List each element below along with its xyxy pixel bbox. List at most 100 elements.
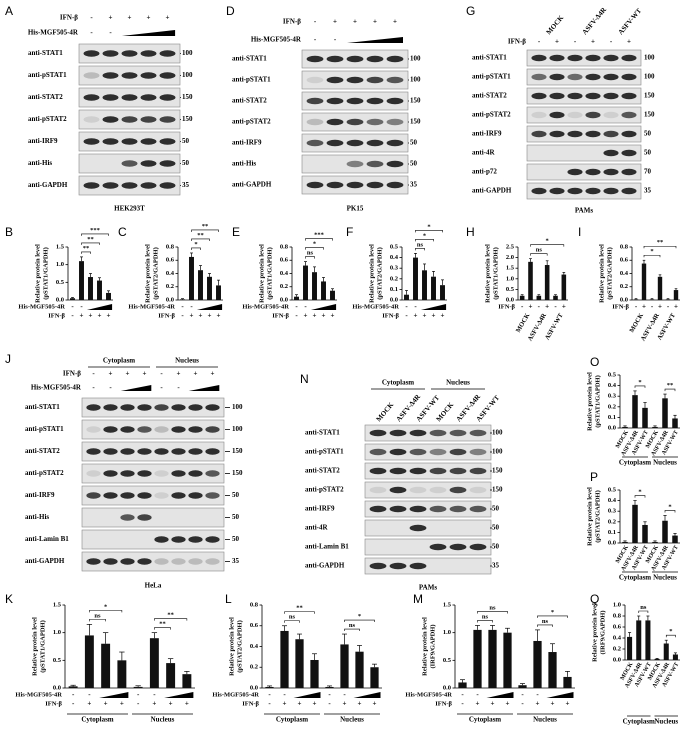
sign: +	[80, 312, 84, 320]
y-tick-label: 2.5	[506, 243, 515, 250]
band	[154, 404, 169, 411]
condition-label: His-MGF505-4R	[405, 691, 452, 698]
significance-label: *	[313, 241, 316, 248]
band	[326, 55, 344, 63]
significance-bracket	[477, 620, 493, 623]
y-tick-label: 0.1	[608, 529, 616, 536]
y-tick-label: 0.2	[608, 403, 616, 410]
y-tick-label: 0.5	[506, 286, 515, 293]
wedge	[347, 37, 403, 43]
significance-label: ns	[640, 604, 647, 611]
marker-label: 150	[410, 118, 421, 126]
sign: +	[591, 38, 595, 46]
bar	[101, 643, 111, 688]
significance-bracket	[191, 247, 201, 250]
significance-label: ***	[90, 227, 100, 234]
row-label: anti-His	[28, 159, 52, 167]
bar	[133, 686, 143, 688]
band	[549, 73, 565, 81]
band	[549, 54, 565, 62]
significance-bracket	[284, 620, 300, 623]
band	[103, 470, 118, 477]
band	[103, 492, 118, 499]
wedge	[353, 692, 381, 698]
blot-strip	[81, 463, 225, 484]
band	[102, 182, 119, 189]
band	[326, 118, 344, 126]
significance-bracket	[191, 229, 219, 232]
panel-letter: C	[118, 225, 127, 239]
y-tick-label: 0.6	[280, 257, 289, 264]
band	[154, 558, 169, 565]
significance-label: *	[551, 609, 554, 616]
band	[188, 536, 203, 543]
significance-label: *	[358, 613, 361, 620]
row-label: anti-STAT2	[305, 467, 340, 475]
band	[386, 181, 404, 189]
y-tick-label: 0.4	[608, 382, 617, 389]
panel-letter: F	[346, 225, 353, 239]
band	[83, 116, 100, 123]
sign: -	[88, 691, 91, 699]
sign: +	[322, 312, 326, 320]
wedge	[99, 692, 129, 698]
band	[83, 94, 100, 101]
marker-label: 35	[492, 562, 500, 570]
band	[389, 562, 407, 570]
bar	[280, 630, 289, 688]
sign: -	[72, 700, 75, 708]
band	[389, 429, 407, 437]
band	[346, 160, 364, 168]
significance-label: **	[167, 612, 174, 619]
band	[137, 448, 152, 455]
wedge	[293, 692, 321, 698]
significance-label: *	[427, 223, 430, 230]
marker-label: 150	[644, 111, 655, 119]
band	[102, 116, 119, 123]
sign: +	[566, 700, 570, 708]
y-tick-label: 0.1	[608, 414, 616, 421]
band	[306, 118, 324, 126]
band	[83, 182, 100, 189]
band	[346, 76, 364, 84]
band	[137, 558, 152, 565]
y-axis-label: Relative protein level	[591, 603, 598, 662]
band	[531, 111, 547, 119]
band	[366, 55, 384, 63]
marker-label: 100	[644, 73, 655, 81]
bar	[312, 272, 317, 300]
band	[567, 111, 583, 119]
row-label: anti-Lamin B1	[25, 535, 69, 543]
sign: -	[92, 370, 95, 378]
y-tick-label: 0.0	[608, 424, 616, 431]
bar	[519, 295, 525, 300]
blot-strip	[81, 485, 225, 506]
y-tick-label: 0.6	[620, 257, 629, 264]
band	[449, 505, 467, 513]
band	[205, 558, 220, 565]
band	[83, 50, 100, 57]
panel-letter: B	[5, 225, 13, 239]
band	[366, 118, 384, 126]
band	[429, 486, 447, 494]
condition-label: His-MGF505-4R	[242, 303, 289, 310]
bar	[672, 418, 678, 428]
band	[205, 536, 220, 543]
bar	[533, 640, 542, 688]
bar	[117, 660, 127, 688]
band	[121, 94, 138, 101]
sign: +	[476, 700, 480, 708]
significance-label: **	[87, 236, 94, 243]
y-axis-label: (pSTAT2/GAPDH)	[152, 247, 159, 300]
sign: -	[181, 303, 184, 311]
sign: -	[538, 38, 541, 46]
band	[603, 111, 619, 119]
sign: +	[506, 700, 510, 708]
band	[621, 54, 637, 62]
band	[621, 92, 637, 100]
band	[86, 404, 101, 411]
sign: -	[177, 384, 180, 392]
y-tick-label: 1.5	[443, 601, 452, 608]
band	[429, 543, 447, 551]
marker-label: 100	[410, 55, 421, 63]
